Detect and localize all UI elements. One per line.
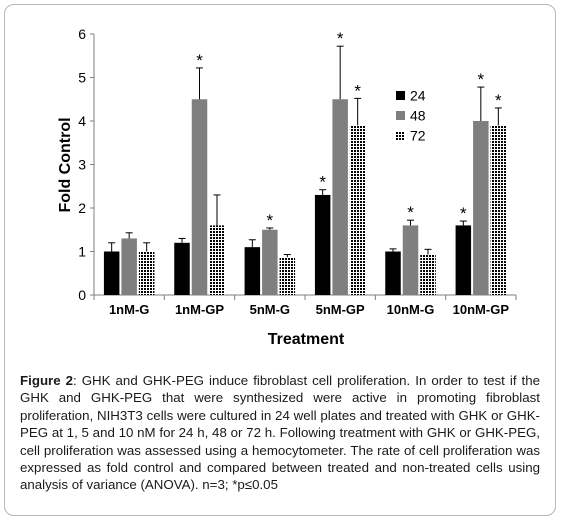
- significance-marker: *: [407, 203, 414, 222]
- y-tick-label: 3: [78, 157, 86, 173]
- legend-label: 24: [410, 88, 426, 104]
- significance-marker: *: [495, 91, 502, 110]
- x-axis-label: Treatment: [268, 331, 345, 348]
- bar-chart: 0 1 2 3 4 5 6 1nM-G 1nM-GP 5nM-G 5nM-GP 10nM-G 10nM-…: [57, 26, 517, 348]
- bar: [455, 225, 472, 295]
- legend-swatch: [396, 111, 405, 120]
- significance-marker: *: [354, 81, 361, 100]
- bar: [385, 251, 401, 295]
- bar: [174, 242, 190, 295]
- legend-label: 48: [410, 108, 426, 124]
- bar: [191, 99, 208, 295]
- significance-marker: *: [337, 29, 344, 48]
- y-tick-label: 6: [78, 26, 86, 42]
- bar: [121, 238, 137, 295]
- bar: [279, 257, 296, 295]
- legend-swatch: [396, 91, 405, 100]
- bar: [244, 247, 261, 295]
- x-tick-label: 1nM-GP: [175, 302, 224, 317]
- bar: [402, 225, 419, 295]
- legend-label: 72: [410, 128, 426, 144]
- bar: [314, 194, 331, 295]
- bar: [209, 225, 225, 295]
- significance-marker: *: [267, 211, 274, 230]
- bar: [332, 99, 348, 295]
- x-tick-label: 10nM-G: [387, 302, 435, 317]
- y-axis-label: Fold Control: [57, 117, 74, 212]
- significance-marker: *: [478, 70, 485, 89]
- y-tick-label: 5: [78, 70, 86, 86]
- y-tick-label: 0: [78, 287, 86, 303]
- bar: [103, 251, 120, 295]
- bar: [138, 251, 155, 295]
- significance-marker: *: [196, 51, 203, 70]
- caption-label: Figure 2: [20, 373, 74, 388]
- y-tick-label: 2: [78, 200, 86, 216]
- y-tick-label: 1: [78, 244, 86, 260]
- bar: [420, 254, 436, 295]
- bar: [349, 125, 366, 295]
- figure-caption: Figure 2: GHK and GHK-PEG induce fibrobl…: [20, 372, 540, 494]
- legend-swatch: [396, 131, 405, 140]
- significance-marker: *: [460, 204, 467, 223]
- bar: [490, 125, 507, 295]
- y-tick-label: 4: [78, 113, 86, 129]
- x-tick-label: 10nM-GP: [453, 302, 510, 317]
- bar: [473, 121, 489, 295]
- bar: [262, 229, 278, 295]
- significance-marker: *: [319, 173, 326, 192]
- x-tick-label: 5nM-G: [250, 302, 290, 317]
- x-tick-label: 5nM-GP: [316, 302, 365, 317]
- x-tick-label: 1nM-G: [109, 302, 149, 317]
- caption-text: : GHK and GHK-PEG induce fibroblast cell…: [20, 373, 540, 493]
